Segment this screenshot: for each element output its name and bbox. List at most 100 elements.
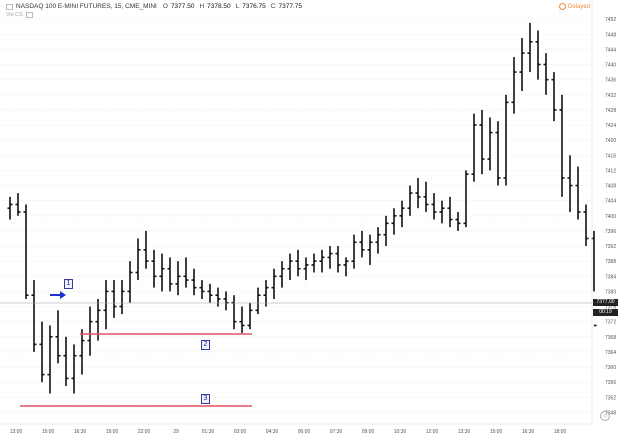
price-tick-label: 7372 (605, 320, 616, 326)
ohlc-bar (575, 166, 581, 220)
time-axis[interactable]: 13:00 15:00 16:30 19:00 22:00 29 01:30 03:00 04:… (0, 423, 592, 435)
ohlc-bar (199, 280, 205, 299)
price-tick-label: 7400 (605, 214, 616, 220)
price-tick-label: 7376 (605, 305, 616, 311)
ohlc-bar (151, 249, 157, 288)
price-tick-label: 7424 (605, 123, 616, 129)
ohlc-bar (359, 230, 365, 258)
ohlc-bar (39, 321, 45, 383)
ohlc-bar (535, 30, 541, 80)
ohlc-bar (351, 234, 357, 269)
clock-icon (558, 3, 566, 10)
ohlc-bar (463, 170, 469, 228)
ohlc-bar (327, 246, 333, 269)
ohlc-bar (167, 257, 173, 292)
price-tick-label: 7384 (605, 274, 616, 280)
ohlc-bar (415, 177, 421, 209)
price-tick-label: 7420 (605, 138, 616, 144)
time-tick-label: 15:00 (42, 429, 55, 435)
ohlc-bar (479, 109, 485, 175)
ohlc-bar (223, 291, 229, 311)
ohlc-bar (527, 22, 533, 73)
price-tick-label: 7368 (605, 335, 616, 341)
close-key: C (270, 3, 276, 10)
time-tick-label: 03:00 (234, 429, 247, 435)
ohlc-bar (23, 204, 29, 299)
ohlc-bar (343, 257, 349, 277)
price-tick-label: 7380 (605, 289, 616, 295)
ohlc-bar (391, 208, 397, 235)
time-tick-label: 12:00 (426, 429, 439, 435)
ohlc-bar (127, 261, 133, 303)
ohlc-bar (231, 295, 237, 330)
price-tick-label: 7396 (605, 229, 616, 235)
indicator-settings-icon[interactable] (25, 12, 33, 18)
ohlc-bar (487, 117, 493, 171)
ohlc-bar (423, 181, 429, 212)
ohlc-bar (135, 238, 141, 281)
price-tick-label: 7412 (605, 168, 616, 174)
price-tick-label: 7388 (605, 259, 616, 265)
ohlc-bar (303, 257, 309, 281)
high-value: 7378.50 (207, 3, 231, 10)
ohlc-bar (559, 94, 565, 197)
price-tick-label: 7416 (605, 153, 616, 159)
ohlc-bar (335, 246, 341, 273)
open-key: O (162, 3, 168, 10)
price-tick-label: 7428 (605, 108, 616, 114)
price-tick-label: 7436 (605, 78, 616, 84)
ohlc-bar (79, 329, 85, 375)
annotation-1[interactable]: 1 (64, 279, 73, 289)
chart-header: NASDAQ 100 E-MINI FUTURES, 15, CME_MINI … (6, 3, 304, 10)
time-tick-label: 15:00 (490, 429, 503, 435)
ohlc-bar (7, 196, 13, 220)
ohlc-bar (399, 200, 405, 228)
ohlc-bar (471, 113, 477, 182)
time-tick-label: 22:00 (138, 429, 151, 435)
time-tick-label: 01:30 (202, 429, 215, 435)
ohlc-bar (319, 249, 325, 273)
time-tick-label: 19:00 (106, 429, 119, 435)
price-tick-label: 7452 (605, 17, 616, 23)
arrow-icon[interactable] (50, 291, 66, 299)
ohlc-bar (311, 253, 317, 273)
ohlc-bar (239, 306, 245, 334)
annotation-2[interactable]: 2 (201, 340, 210, 350)
indicator-label: Vol CS (6, 12, 23, 18)
ohlc-bar (279, 261, 285, 288)
ohlc-bar (191, 268, 197, 296)
ohlc-bar (375, 227, 381, 254)
ohlc-bar (439, 200, 445, 224)
ohlc-bar (207, 283, 213, 303)
time-tick-label: 07:30 (330, 429, 343, 435)
ohlc-bar (247, 302, 253, 330)
annotation-3[interactable]: 3 (201, 394, 210, 404)
close-value: 7377.75 (278, 3, 302, 10)
ohlc-bar (503, 94, 509, 186)
ohlc-bar (71, 344, 77, 394)
ohlc-bar (47, 325, 53, 394)
ohlc-bar (287, 253, 293, 281)
time-tick-label: 18:00 (554, 429, 567, 435)
delayed-badge: Delayed (558, 3, 590, 10)
price-axis[interactable]: 7452 7448 7444 7440 7436 7432 7428 7424 7420 7416… (591, 0, 616, 424)
price-tick-label: 7444 (605, 47, 616, 53)
collapse-icon[interactable] (6, 3, 13, 10)
indicator-row: Vol CS (6, 12, 33, 18)
time-tick-label: 13:30 (458, 429, 471, 435)
price-tick-label: 7356 (605, 380, 616, 386)
ohlc-bar (31, 280, 37, 352)
price-tick-label: 7364 (605, 350, 616, 356)
price-tick-label: 7348 (605, 410, 616, 416)
open-value: 7377.50 (170, 3, 195, 10)
reset-icon[interactable]: ◇ (600, 411, 610, 421)
time-tick-label: 13:00 (10, 429, 23, 435)
ohlc-bar (407, 185, 413, 216)
ohlc-bar (455, 212, 461, 231)
countdown-tag: 00:19 (593, 309, 618, 316)
time-tick-label: 10:30 (394, 429, 407, 435)
price-tick-label: 7404 (605, 199, 616, 205)
ohlc-bar (63, 336, 69, 386)
